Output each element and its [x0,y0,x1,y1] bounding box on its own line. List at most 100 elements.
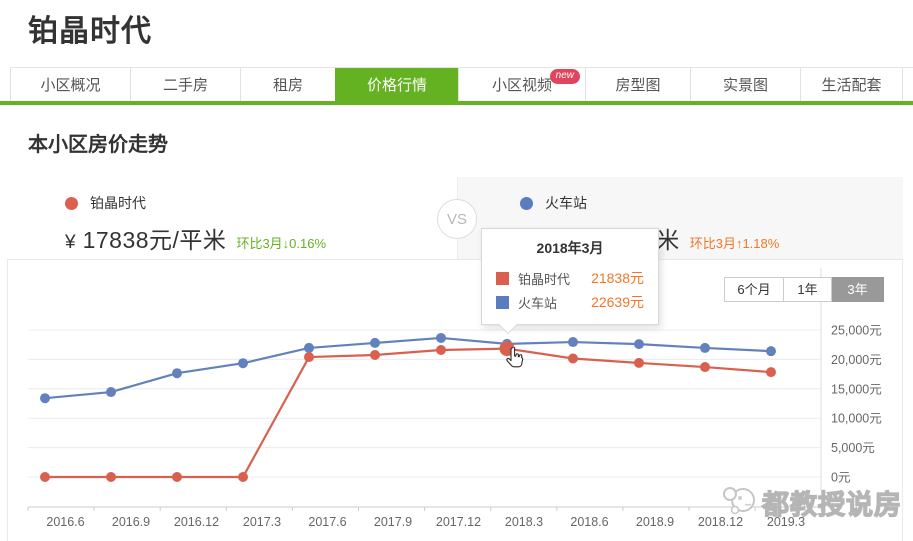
station-name: 火车站 [545,195,587,211]
svg-text:2016.12: 2016.12 [174,515,219,529]
tab-community-video[interactable]: 小区视频 new [458,68,585,101]
station-swatch-icon [496,295,509,309]
period-selector: 6个月 1年 3年 [724,277,884,302]
watermark: 都教授说房 [722,483,902,522]
svg-text:25,000元: 25,000元 [831,324,882,338]
hand-cursor-icon [504,346,526,376]
tooltip-series-name: 火车站 [518,295,558,311]
svg-text:2017.12: 2017.12 [436,515,481,529]
tooltip-title: 2018年3月 [536,240,604,256]
data-point[interactable] [436,332,446,343]
vs-badge: VS [437,199,477,239]
tab-community-overview[interactable]: 小区概况 [10,68,130,101]
community-price-summary: 铂晶时代 ¥ 17838元/平米 环比3月↓0.16% [7,177,457,259]
svg-text:2019.3: 2019.3 [767,515,805,529]
svg-text:2017.9: 2017.9 [374,515,412,529]
svg-text:15,000元: 15,000元 [831,382,882,396]
period-1year-button[interactable]: 1年 [784,277,832,302]
tab-label: 租房 [272,77,303,94]
series-火车站 [40,332,776,404]
tab-rentals[interactable]: 租房 [240,68,335,101]
svg-text:2018.6: 2018.6 [570,515,608,529]
svg-text:0元: 0元 [831,471,850,485]
period-3years-button[interactable]: 3年 [832,277,884,302]
data-point[interactable] [106,472,116,482]
data-point[interactable] [106,387,116,398]
data-point[interactable] [766,346,776,357]
tooltip-series-name: 铂晶时代 [518,271,571,287]
tooltip-row-community: 铂晶时代 21838元 [482,266,658,290]
tab-label: 价格行情 [366,77,427,94]
data-point[interactable] [370,337,380,348]
svg-text:2017.6: 2017.6 [308,515,346,529]
tooltip-series-value: 21838元 [591,270,644,286]
tooltip-row-station: 火车站 22639元 [482,290,658,314]
currency-symbol: ¥ [65,232,76,253]
new-badge: new [549,69,580,84]
data-point[interactable] [370,349,380,360]
data-point[interactable] [40,472,50,482]
data-point[interactable] [568,337,578,348]
tab-label: 房型图 [615,77,661,94]
period-6months-button[interactable]: 6个月 [724,277,784,302]
community-series-dot-icon [65,196,78,210]
tab-label: 生活配套 [821,77,882,94]
svg-text:5,000元: 5,000元 [831,441,875,455]
data-point[interactable] [40,393,50,404]
y-axis-labels: 0元 5,000元 10,000元 15,000元 20,000元 25,000元 [831,324,882,485]
tab-resale-homes[interactable]: 二手房 [130,68,240,101]
data-point[interactable] [766,367,776,378]
community-swatch-icon [496,271,509,285]
svg-text:10,000元: 10,000元 [831,412,882,426]
watermark-text: 都教授说房 [761,489,902,520]
section-title: 本小区房价走势 [28,134,168,156]
station-legend: 火车站 [520,193,903,213]
data-point[interactable] [172,368,182,379]
data-point[interactable] [634,357,644,368]
community-price: 17838元/平米 [82,227,227,253]
svg-text:2016.6: 2016.6 [46,515,84,529]
tab-bar: 小区概况 二手房 租房 价格行情 小区视频 new 房型图 实景图 生活配套 [0,67,913,105]
station-series-dot-icon [520,196,533,210]
svg-text:2018.3: 2018.3 [505,515,543,529]
svg-text:2016.9: 2016.9 [112,515,150,529]
svg-text:2018.9: 2018.9 [636,515,674,529]
svg-text:20,000元: 20,000元 [831,353,882,367]
data-point[interactable] [700,342,710,353]
svg-text:2017.3: 2017.3 [243,515,281,529]
data-point[interactable] [700,362,710,373]
tab-living-facilities[interactable]: 生活配套 [800,68,903,101]
tooltip-arrow-icon [499,324,517,333]
tab-list: 小区概况 二手房 租房 价格行情 小区视频 new 房型图 实景图 生活配套 [10,67,913,101]
data-point[interactable] [568,353,578,364]
data-point[interactable] [436,344,446,355]
x-axis-labels: 2016.6 2016.9 2016.12 2017.3 2017.6 2017.9 201… [46,515,805,529]
data-point[interactable] [304,352,314,363]
tab-real-photos[interactable]: 实景图 [690,68,800,101]
tooltip-series-value: 22639元 [591,294,644,310]
station-price-change: 环比3月↑1.18% [689,236,780,251]
tab-label: 小区概况 [40,77,101,94]
tab-label: 实景图 [722,77,768,94]
svg-text:2018.12: 2018.12 [698,515,743,529]
price-trend-chart[interactable]: 0元 5,000元 10,000元 15,000元 20,000元 25,000元 2016… [0,260,913,541]
watermark-logo-icon [722,484,758,521]
community-legend: 铂晶时代 [65,193,457,213]
tab-floor-plans[interactable]: 房型图 [585,68,690,101]
tab-price-trends[interactable]: 价格行情 [335,68,458,101]
data-point[interactable] [238,358,248,369]
tab-label: 二手房 [162,77,208,94]
data-point[interactable] [172,472,182,482]
community-name: 铂晶时代 [90,195,146,211]
chart-tooltip: 2018年3月 铂晶时代 21838元 火车站 22639元 [481,228,659,333]
data-point[interactable] [304,342,314,353]
community-price-change: 环比3月↓0.16% [236,236,327,251]
data-point[interactable] [238,472,248,482]
tab-label: 小区视频 [491,77,552,94]
axes [27,268,822,511]
data-point[interactable] [634,339,644,350]
page-title: 铂晶时代 [28,15,152,48]
community-price-row: ¥ 17838元/平米 环比3月↓0.16% [65,221,457,255]
series-铂晶时代 [40,343,776,482]
